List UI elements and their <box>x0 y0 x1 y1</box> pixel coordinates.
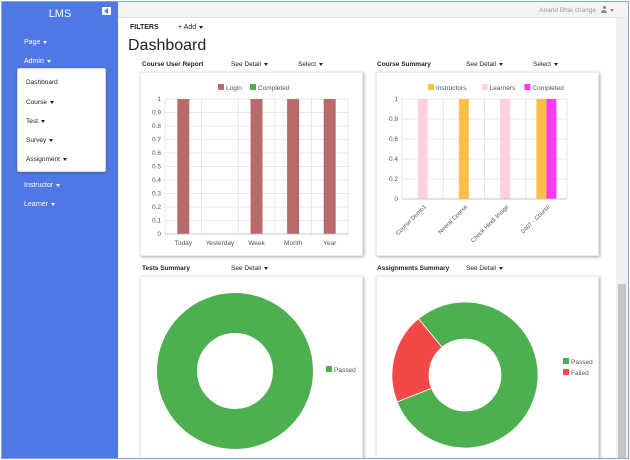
y-tick-label: 0.8 <box>389 116 398 123</box>
y-tick-label: 0.5 <box>152 164 161 171</box>
bar-learners-0 <box>417 99 428 199</box>
course-user-report-card: Login Completed 0 0.1 0.2 0.3 0.4 0.5 0.6 0.7 0.8 0… <box>140 72 363 256</box>
x-tick-label: Month <box>284 240 302 247</box>
page-title: Dashboard <box>128 37 207 54</box>
course-user-report-title: Course User Report <box>142 61 204 68</box>
x-tick-label: 0407 - Course <box>521 204 553 236</box>
y-tick-label: 0.6 <box>152 150 161 157</box>
legend-swatch-completed <box>250 84 256 90</box>
legend-label: Passed <box>334 367 356 374</box>
filters-label[interactable]: FILTERS <box>130 24 159 31</box>
y-tick-label: 0.9 <box>152 110 161 117</box>
y-tick-label: 0.4 <box>152 177 161 184</box>
course-summary-see-detail[interactable]: See Detail <box>466 61 503 68</box>
assignments-summary-see-detail[interactable]: See Detail <box>466 265 503 272</box>
top-bar: Anand Bhai change <box>118 2 628 18</box>
legend-label: Completed <box>258 85 290 92</box>
legend-label: Passed <box>571 359 593 366</box>
sidebar-item-page[interactable]: Page <box>24 39 47 46</box>
bar-instructors-3 <box>536 99 547 199</box>
y-tick-label: 0.8 <box>152 123 161 130</box>
x-tick-label: Course Demo1 <box>395 204 428 237</box>
submenu-item-survey[interactable]: Survey <box>26 137 53 144</box>
add-button[interactable]: + Add <box>178 24 203 31</box>
assignments-summary-chart: Passed Failed <box>391 301 593 449</box>
bar-login-month <box>287 99 300 234</box>
legend-swatch-learners <box>481 84 488 90</box>
y-tick-label: 1 <box>394 96 398 103</box>
bar-instructors-1 <box>458 99 469 199</box>
chevron-down-icon[interactable] <box>610 9 614 12</box>
y-tick-label: 0.4 <box>389 156 398 163</box>
y-tick-label: 1 <box>157 96 161 103</box>
bar-login-week <box>250 99 263 234</box>
legend-label: Learners <box>490 85 516 92</box>
y-tick-label: 0.2 <box>389 176 398 183</box>
x-tick-label: Year <box>323 240 337 247</box>
legend-swatch-passed <box>563 358 569 364</box>
submenu-item-assignment[interactable]: Assignment <box>26 156 67 163</box>
legend-label: Instructors <box>436 85 467 92</box>
x-tick-label: Week <box>248 240 265 247</box>
tests-summary-chart: Passed <box>157 293 356 449</box>
submenu-item-dashboard[interactable]: Dashboard <box>26 79 58 86</box>
y-tick-label: 0 <box>394 196 398 203</box>
legend-swatch-failed <box>563 369 569 375</box>
assignments-summary-title: Assignments Summary <box>377 265 450 272</box>
y-tick-label: 0.6 <box>389 136 398 143</box>
assignments-summary-card: Passed Failed <box>376 276 599 458</box>
user-icon[interactable] <box>600 6 608 14</box>
y-tick-label: 0.1 <box>152 218 161 225</box>
x-tick-label: Yesterday <box>206 240 235 247</box>
collapse-sidebar-icon[interactable] <box>102 7 111 15</box>
submenu-item-course[interactable]: Course <box>26 99 54 106</box>
admin-submenu: Dashboard Course Test Survey Assignment <box>17 68 106 172</box>
bar-learners-2 <box>500 99 511 199</box>
course-summary-card: Instructors Learners Completed 0 0.2 0.4 0.6 0.… <box>376 72 599 256</box>
legend-swatch-passed <box>326 366 332 372</box>
scrollbar-thumb[interactable] <box>618 284 626 458</box>
legend-label: Login <box>226 85 242 92</box>
y-tick-label: 0.3 <box>152 191 161 198</box>
x-tick-label: Neeral Course <box>438 204 470 236</box>
course-user-report-chart: Login Completed 0 0.1 0.2 0.3 0.4 0.5 0.6 0.7 0.8 0… <box>152 84 349 247</box>
sidebar-item-instructor[interactable]: Instructor <box>24 182 60 189</box>
sidebar-item-admin[interactable]: Admin <box>24 58 51 65</box>
tests-summary-card: Passed <box>140 276 363 458</box>
tests-summary-see-detail[interactable]: See Detail <box>231 265 268 272</box>
course-user-report-select[interactable]: Select <box>298 61 323 68</box>
tests-summary-title: Tests Summary <box>142 265 190 272</box>
bar-login-today <box>177 99 190 234</box>
course-summary-select[interactable]: Select <box>533 61 558 68</box>
y-tick-label: 0.7 <box>152 137 161 144</box>
legend-label: Completed <box>532 85 564 92</box>
submenu-item-test[interactable]: Test <box>26 118 45 125</box>
course-user-report-see-detail[interactable]: See Detail <box>231 61 268 68</box>
donut-slice-passed <box>157 293 313 449</box>
course-summary-title: Course Summary <box>377 61 431 68</box>
course-summary-chart: Instructors Learners Completed 0 0.2 0.4 0.6 0.… <box>389 84 568 245</box>
bar-completed-3 <box>546 99 557 199</box>
x-tick-label: Today <box>175 240 193 247</box>
sidebar-item-learner[interactable]: Learner <box>24 201 55 208</box>
x-tick-label: Check Hindi Image <box>470 204 511 245</box>
brand-logo[interactable]: LMS <box>48 8 72 20</box>
legend-swatch-instructors <box>428 84 434 90</box>
bar-login-year <box>323 99 336 234</box>
y-tick-label: 0.2 <box>152 204 161 211</box>
sidebar: LMS Page Admin Dashboard Course Test Sur… <box>2 2 118 458</box>
y-tick-label: 0 <box>157 231 161 238</box>
legend-label: Failed <box>571 370 589 377</box>
donut-slice-passed <box>396 301 539 449</box>
legend-swatch-login <box>218 84 224 90</box>
donut-slice-failed <box>391 318 443 403</box>
legend-swatch-completed <box>524 84 531 90</box>
user-name[interactable]: Anand Bhai change <box>539 7 596 14</box>
